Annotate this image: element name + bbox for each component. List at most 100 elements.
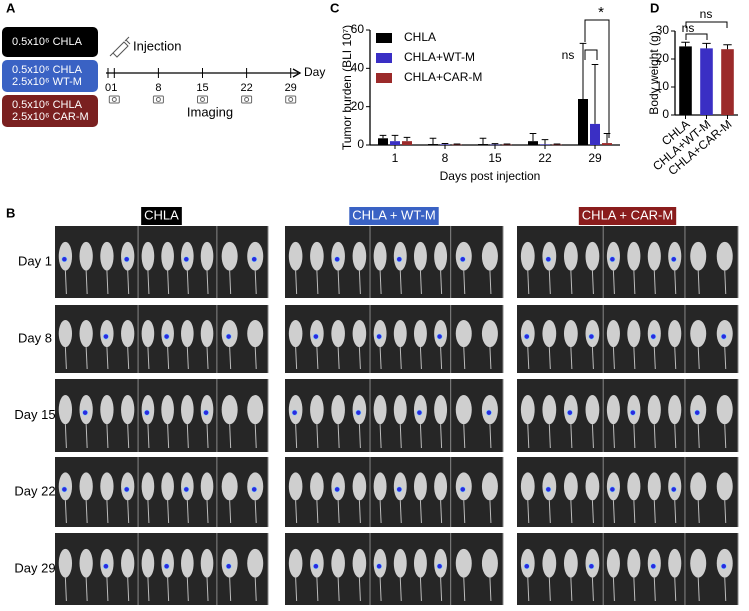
mouse — [413, 472, 427, 501]
mouse — [373, 472, 387, 501]
mouse — [413, 319, 427, 348]
signal — [609, 256, 616, 263]
signal — [523, 563, 530, 570]
y-tick-label: 40 — [351, 61, 365, 75]
bar — [528, 141, 538, 145]
mouse-tail — [167, 577, 170, 602]
error-bar — [491, 143, 499, 145]
mouse — [310, 472, 324, 501]
mouse-tail — [127, 577, 130, 602]
signal — [396, 486, 403, 493]
signal — [609, 486, 616, 493]
error-bar — [529, 133, 537, 142]
mouse-tail — [127, 270, 130, 295]
camera-lens — [200, 97, 205, 102]
mouse-tail — [440, 577, 443, 602]
group-box — [2, 60, 98, 92]
mouse — [542, 548, 557, 578]
signal — [436, 333, 443, 340]
mouse-tail — [358, 347, 361, 370]
mouse — [331, 241, 345, 271]
mouse-tail — [337, 500, 340, 524]
mouse-tail — [316, 577, 319, 602]
mouse-tail — [419, 424, 422, 449]
camera-lens — [111, 97, 117, 102]
mouse — [585, 395, 600, 425]
timeline-day: 22 — [240, 82, 252, 94]
group-header: CHLA + WT-M — [352, 207, 435, 222]
mouse-tail — [653, 500, 656, 524]
mouse — [585, 241, 600, 271]
mouse — [79, 548, 93, 578]
mouse — [200, 548, 214, 578]
panel-label: B — [6, 205, 15, 220]
x-axis-label: Days post injection — [440, 169, 541, 183]
signal — [312, 563, 319, 570]
mouse-tail — [186, 577, 189, 602]
signal — [523, 333, 530, 340]
mouse — [331, 319, 345, 348]
mouse — [585, 472, 600, 501]
mouse — [481, 395, 498, 425]
y-tick-label: 30 — [656, 23, 670, 37]
mouse-tail — [106, 347, 109, 370]
mouse — [200, 472, 214, 501]
mouse — [455, 472, 472, 501]
mouse — [455, 241, 472, 271]
timeline-day: 29 — [285, 82, 297, 94]
mouse — [310, 548, 324, 578]
mouse — [141, 241, 155, 271]
mouse — [141, 319, 155, 348]
bar — [552, 144, 562, 146]
mouse — [79, 319, 93, 348]
group-header-bg — [578, 207, 677, 225]
mouse — [288, 395, 303, 425]
mouse — [690, 548, 707, 578]
bar — [602, 143, 612, 145]
legend-label: CHLA+CAR-M — [404, 70, 482, 84]
mouse-tail — [527, 347, 530, 370]
mouse-tail — [399, 500, 402, 524]
mouse-tail — [489, 347, 492, 370]
signal — [103, 333, 109, 340]
mouse — [141, 472, 155, 501]
mouse-tail — [337, 347, 340, 370]
signal — [183, 486, 190, 493]
mouse-tail — [64, 347, 67, 370]
signal — [183, 256, 190, 263]
signal — [670, 256, 677, 263]
mouse-tail — [463, 500, 466, 524]
group-box — [2, 95, 98, 127]
mouse-tail — [229, 270, 232, 295]
camera-lens — [244, 97, 250, 102]
mouse-tail — [167, 347, 170, 370]
mouse-tail — [674, 500, 677, 524]
mouse-tail — [379, 424, 382, 449]
mouse — [434, 241, 448, 271]
mouse — [542, 319, 557, 348]
mouse-tail — [85, 424, 88, 449]
mouse — [542, 241, 557, 271]
mouse-tail — [591, 500, 594, 524]
signal — [123, 256, 130, 263]
signal — [163, 563, 170, 570]
mouse-tail — [206, 347, 209, 370]
mouse — [627, 319, 641, 348]
mouse-tail — [379, 577, 382, 602]
group-header-bg — [349, 207, 439, 225]
mouse — [373, 548, 387, 578]
mouse-tail — [489, 577, 492, 602]
camera-icon — [152, 95, 164, 104]
mouse-tail — [463, 424, 466, 449]
mouse — [310, 395, 324, 425]
mouse-tail — [548, 270, 551, 295]
mouse-tail — [358, 270, 361, 295]
bar — [590, 123, 600, 145]
mouse-tail — [127, 347, 130, 370]
panel-label: D — [650, 0, 659, 15]
mouse-tail — [440, 500, 443, 524]
error-bar — [479, 137, 487, 145]
mouse-tail — [697, 270, 700, 295]
mouse — [668, 241, 682, 271]
mouse — [221, 319, 238, 348]
